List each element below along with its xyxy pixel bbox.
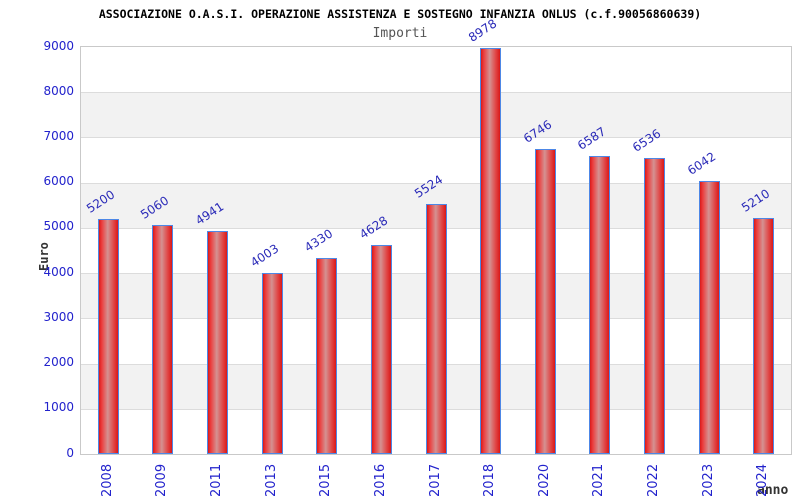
y-tick-label: 4000 bbox=[43, 264, 74, 279]
x-tick-label: 2023 bbox=[700, 463, 716, 497]
x-tick-label: 2017 bbox=[427, 463, 443, 497]
chart-title: ASSOCIAZIONE O.A.S.I. OPERAZIONE ASSISTE… bbox=[98, 7, 702, 21]
bar bbox=[753, 218, 775, 454]
y-tick-label: 6000 bbox=[43, 174, 74, 189]
chart-subtitle: Importi bbox=[372, 26, 428, 41]
x-tick-label: 2024 bbox=[755, 463, 771, 497]
y-tick-label: 1000 bbox=[43, 400, 74, 415]
bar bbox=[316, 258, 338, 454]
x-tick-label: 2018 bbox=[482, 463, 498, 497]
x-axis-title: anno bbox=[757, 483, 789, 498]
bar bbox=[97, 218, 119, 454]
gridline bbox=[81, 182, 791, 184]
bar bbox=[480, 48, 502, 454]
x-tick-label: 2015 bbox=[318, 463, 334, 497]
y-tick-label: 8000 bbox=[43, 83, 74, 98]
x-tick-label: 2013 bbox=[263, 463, 279, 497]
gridline bbox=[81, 92, 791, 94]
bar bbox=[534, 148, 556, 454]
y-tick-label: 0 bbox=[66, 445, 74, 460]
bar bbox=[207, 230, 229, 454]
grid-band bbox=[81, 92, 791, 138]
y-tick-label: 3000 bbox=[43, 309, 74, 324]
x-tick-label: 2022 bbox=[645, 463, 661, 497]
x-tick-label: 2020 bbox=[536, 463, 552, 497]
x-tick-label: 2011 bbox=[209, 463, 225, 497]
y-tick-label: 2000 bbox=[43, 355, 74, 370]
y-tick-label: 9000 bbox=[43, 38, 74, 53]
gridline bbox=[81, 137, 791, 139]
x-tick-label: 2016 bbox=[372, 463, 388, 497]
bar bbox=[698, 180, 720, 454]
y-tick-label: 7000 bbox=[43, 128, 74, 143]
bar bbox=[589, 156, 611, 454]
x-tick-label: 2021 bbox=[591, 463, 607, 497]
bar bbox=[261, 272, 283, 454]
plot-area bbox=[80, 46, 792, 455]
bar bbox=[643, 158, 665, 454]
x-tick-label: 2009 bbox=[154, 463, 170, 497]
y-tick-label: 5000 bbox=[43, 219, 74, 234]
bar bbox=[425, 204, 447, 454]
bar bbox=[152, 225, 174, 454]
bar bbox=[370, 244, 392, 454]
x-tick-label: 2008 bbox=[99, 463, 115, 497]
